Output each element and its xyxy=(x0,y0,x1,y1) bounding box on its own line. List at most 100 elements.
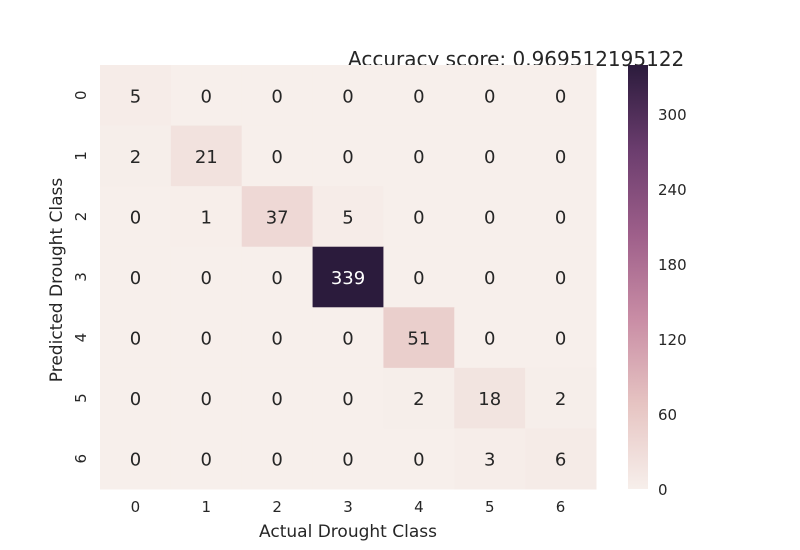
heatmap-cell xyxy=(525,125,597,187)
y-tick-label: 1 xyxy=(72,151,90,161)
heatmap-cell xyxy=(525,307,597,369)
heatmap-cell xyxy=(170,125,243,187)
heatmap-cell xyxy=(312,65,384,127)
y-tick-label: 6 xyxy=(72,454,90,464)
heatmap-cell xyxy=(100,65,172,127)
cell-value-label: 0 xyxy=(130,389,141,410)
cell-value-label: 0 xyxy=(484,268,495,289)
cell-value-label: 0 xyxy=(342,86,353,107)
cell-value-label: 0 xyxy=(271,389,282,410)
cell-value-label: 0 xyxy=(201,86,212,107)
heatmap-cell xyxy=(100,307,172,369)
cell-value-label: 2 xyxy=(130,147,141,168)
cell-value-label: 0 xyxy=(555,207,566,228)
cell-value-label: 1 xyxy=(201,207,212,228)
colorbar-tick-label: 0 xyxy=(658,481,668,499)
heatmap-cell xyxy=(312,125,384,187)
colorbar-tick-label: 180 xyxy=(658,256,687,274)
cell-value-label: 21 xyxy=(195,147,218,168)
cell-value-label: 2 xyxy=(555,389,566,410)
cell-value-label: 6 xyxy=(555,450,566,471)
cell-value-label: 0 xyxy=(555,147,566,168)
heatmap-cell xyxy=(525,428,597,490)
cell-value-label: 5 xyxy=(342,207,353,228)
colorbar-tick-label: 120 xyxy=(658,331,687,349)
heatmap-cell xyxy=(312,307,384,369)
heatmap-cell xyxy=(170,307,243,369)
x-tick-label: 4 xyxy=(414,498,424,516)
cell-value-label: 3 xyxy=(484,450,495,471)
cell-value-label: 5 xyxy=(130,86,141,107)
x-tick-label: 5 xyxy=(485,498,495,516)
x-axis-label: Actual Drought Class xyxy=(259,522,437,542)
heatmap-cell xyxy=(170,367,243,429)
cell-value-label: 51 xyxy=(407,329,430,350)
heatmap-cell xyxy=(525,186,597,248)
x-axis-ticks: 0 1 2 3 4 5 6 xyxy=(131,498,566,516)
cell-value-label: 0 xyxy=(342,329,353,350)
cell-value-label: 0 xyxy=(201,329,212,350)
cell-value-label: 0 xyxy=(271,329,282,350)
heatmap-cell xyxy=(241,125,314,187)
cell-value-label: 0 xyxy=(413,147,424,168)
heatmap-cell xyxy=(525,367,597,429)
colorbar-tick-label: 300 xyxy=(658,106,687,124)
heatmap-cell xyxy=(100,428,172,490)
x-tick-label: 0 xyxy=(131,498,141,516)
cell-value-label: 0 xyxy=(271,450,282,471)
heatmap-cell xyxy=(383,65,455,127)
heatmap-cell xyxy=(100,186,172,248)
heatmap-cell xyxy=(454,428,526,490)
cell-value-label: 0 xyxy=(130,268,141,289)
y-tick-label: 3 xyxy=(72,272,90,282)
cell-value-label: 0 xyxy=(413,86,424,107)
cell-value-label: 0 xyxy=(342,147,353,168)
cell-value-label: 0 xyxy=(342,389,353,410)
cell-value-label: 0 xyxy=(271,268,282,289)
heatmap-cell xyxy=(525,65,597,127)
y-axis-ticks: 0 1 2 3 4 5 6 xyxy=(72,91,90,464)
cell-value-label: 18 xyxy=(478,389,501,410)
heatmap-cell xyxy=(454,367,526,429)
cell-value-label: 0 xyxy=(201,389,212,410)
cell-value-label: 0 xyxy=(201,268,212,289)
heatmap-cell xyxy=(241,65,314,127)
cell-value-label: 0 xyxy=(484,147,495,168)
y-axis-label: Predicted Drought Class xyxy=(47,178,67,383)
cell-value-label: 0 xyxy=(342,450,353,471)
cell-value-label: 0 xyxy=(413,207,424,228)
heatmap-cell xyxy=(100,367,172,429)
heatmap-cell xyxy=(170,246,243,308)
cell-value-label: 37 xyxy=(266,207,289,228)
heatmap-cell xyxy=(312,186,384,248)
cell-value-label: 0 xyxy=(130,329,141,350)
cell-value-label: 0 xyxy=(484,86,495,107)
cell-value-label: 0 xyxy=(484,329,495,350)
colorbar xyxy=(628,65,648,489)
cell-value-label: 0 xyxy=(555,86,566,107)
y-tick-label: 2 xyxy=(72,212,90,222)
cell-value-label: 0 xyxy=(271,86,282,107)
heatmap-cell xyxy=(241,186,314,248)
heatmap-cell xyxy=(241,428,314,490)
cell-value-label: 339 xyxy=(331,268,365,289)
cell-value-label: 0 xyxy=(555,329,566,350)
cell-value-label: 0 xyxy=(413,268,424,289)
y-tick-label: 0 xyxy=(72,91,90,101)
heatmap-cell xyxy=(100,246,172,308)
cell-value-label: 0 xyxy=(555,268,566,289)
heatmap-cell xyxy=(525,246,597,308)
x-tick-label: 6 xyxy=(556,498,566,516)
heatmap-cell xyxy=(454,186,526,248)
heatmap-cell xyxy=(312,428,384,490)
heatmap-cell xyxy=(383,186,455,248)
colorbar-tick-label: 240 xyxy=(658,181,687,199)
heatmap-cell xyxy=(100,125,172,187)
heatmap-cell xyxy=(454,307,526,369)
heatmap-cell xyxy=(312,367,384,429)
cell-value-label: 0 xyxy=(413,450,424,471)
cell-value-label: 0 xyxy=(130,450,141,471)
cell-value-label: 0 xyxy=(271,147,282,168)
y-tick-label: 5 xyxy=(72,393,90,403)
